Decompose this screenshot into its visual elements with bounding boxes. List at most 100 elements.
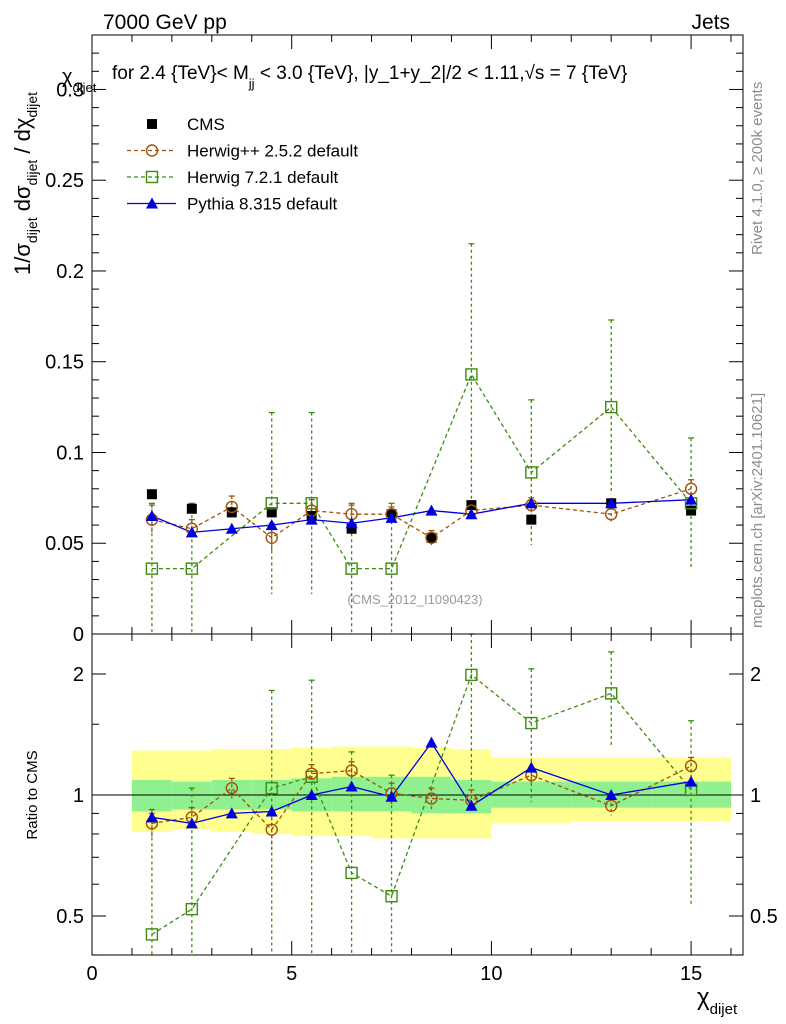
pythia-point (145, 811, 158, 823)
herwigpp-point (684, 759, 698, 773)
main-axes: 0 0.05 0.1 0.15 0.2 0.25 0.3 (45, 35, 743, 646)
pythia-point (465, 508, 478, 520)
herwig7-point (385, 562, 398, 575)
title-suffix: < 3.0 {TeV}, |y_1+y_2|/2 < 1.11,√s = 7 {… (255, 63, 628, 84)
herwigpp-point (345, 764, 358, 777)
main-ytick-label: 0 (73, 624, 84, 646)
cms-point (147, 119, 157, 129)
header-left: 7000 GeV pp (103, 11, 227, 34)
ratio-data (145, 633, 698, 955)
ratio-ytick-label-right: 2 (750, 664, 761, 686)
herwig7-point (305, 770, 318, 783)
legend-label: Pythia 8.315 default (187, 195, 338, 214)
cms-point (186, 503, 197, 514)
pythia-point (425, 504, 438, 516)
pythia-point (225, 522, 238, 534)
rivet-label: Rivet 4.1.0, ≥ 200k events (749, 82, 766, 255)
series-line (151, 499, 692, 534)
ratio-ytick-label-right: 1 (750, 785, 761, 807)
pythia-point (685, 775, 698, 787)
pythia-point (385, 511, 398, 523)
pythia-point (265, 805, 278, 817)
herwig7-point (145, 928, 159, 941)
xtick-label: 10 (480, 963, 502, 985)
cms-point (266, 507, 277, 518)
pythia-point (225, 807, 238, 819)
herwigpp-point (605, 508, 618, 521)
herwig7-point (265, 497, 278, 510)
herwig7-point (145, 562, 159, 575)
title-prefix: for 2.4 {TeV}< M (112, 63, 249, 84)
ratio-ytick-label-right: 0.5 (750, 906, 778, 928)
title-sub: jj (248, 76, 255, 91)
cms-point (426, 532, 437, 543)
ratio-ytick-label: 0.5 (56, 906, 84, 928)
pythia-point (265, 519, 278, 531)
series-line (151, 673, 692, 935)
herwig7-point (465, 668, 478, 682)
cms-point (146, 489, 157, 500)
pythia-point (345, 780, 358, 792)
pythia-point (145, 510, 158, 522)
herwig7-point (185, 902, 199, 916)
pythia-point (345, 517, 358, 529)
svg-text:1/σdijet dσdijet / dχdijet: 1/σdijet dσdijet / dχdijet (10, 92, 40, 275)
ratio-ylabel: Ratio to CMS (24, 750, 41, 839)
xtick-label: 15 (680, 963, 702, 985)
legend-label: Herwig++ 2.5.2 default (187, 142, 358, 161)
main-ytick-label: 0.25 (45, 170, 84, 192)
main-data (145, 243, 698, 634)
pythia-point (525, 497, 538, 509)
series-line (151, 741, 692, 825)
pythia-point (185, 817, 198, 829)
xtick-label: 5 (286, 963, 297, 985)
herwig7-point (605, 400, 618, 414)
herwig7-point (145, 170, 159, 184)
herwigpp-point (605, 799, 618, 813)
pythia-point (605, 789, 618, 800)
pythia-point (425, 736, 438, 748)
main-ytick-label: 0.1 (56, 442, 84, 464)
cms-point (526, 514, 537, 525)
main-ytick-label: 0.3 (56, 79, 84, 101)
series-line (151, 488, 692, 539)
cms-point (346, 523, 357, 534)
ratio-ytick-label: 2 (73, 664, 84, 686)
pythia-point (385, 790, 398, 802)
herwig7-point (465, 368, 478, 381)
cms-point (686, 505, 697, 516)
watermark: (CMS_2012_I1090423) (347, 592, 482, 607)
ratio-ytick-label: 1 (73, 785, 84, 807)
main-ytick-label: 0.15 (45, 352, 84, 374)
herwig7-point (525, 716, 538, 730)
xlabel: χdijet (697, 984, 738, 1018)
herwig7-point (265, 781, 278, 795)
main-ylabel: 1/σdijet dσdijet / dχdijet (10, 92, 40, 275)
herwig7-point (345, 562, 358, 575)
header-right: Jets (691, 11, 730, 34)
pythia-point (465, 799, 478, 811)
main-ytick-label: 0.2 (56, 261, 84, 283)
herwigpp-point (425, 792, 438, 805)
herwig7-point (185, 562, 199, 575)
pythia-point (605, 497, 618, 509)
legend: CMS Herwig++ 2.5.2 default Herwig 7.2.1 de… (127, 115, 358, 214)
main-ytick-label: 0.05 (45, 533, 84, 555)
herwig7-point (345, 866, 358, 880)
herwigpp-point (425, 531, 438, 544)
herwigpp-point (305, 767, 318, 780)
herwig7-point (605, 687, 618, 700)
herwigpp-point (145, 144, 159, 157)
xtick-label: 0 (86, 963, 97, 985)
legend-label: CMS (187, 115, 225, 134)
herwig7-point (525, 466, 538, 479)
mcplots-label: mcplots.cern.ch [arXiv:2401.10621] (749, 393, 766, 628)
legend-label: Herwig 7.2.1 default (187, 168, 338, 187)
pythia-point (305, 513, 318, 525)
pythia-point (185, 526, 198, 538)
herwig7-point (305, 497, 318, 510)
plot-title: for 2.4 {TeV}< Mjj < 3.0 {TeV}, |y_1+y_2… (112, 63, 627, 91)
herwigpp-point (265, 823, 278, 836)
pythia-point (305, 789, 318, 800)
